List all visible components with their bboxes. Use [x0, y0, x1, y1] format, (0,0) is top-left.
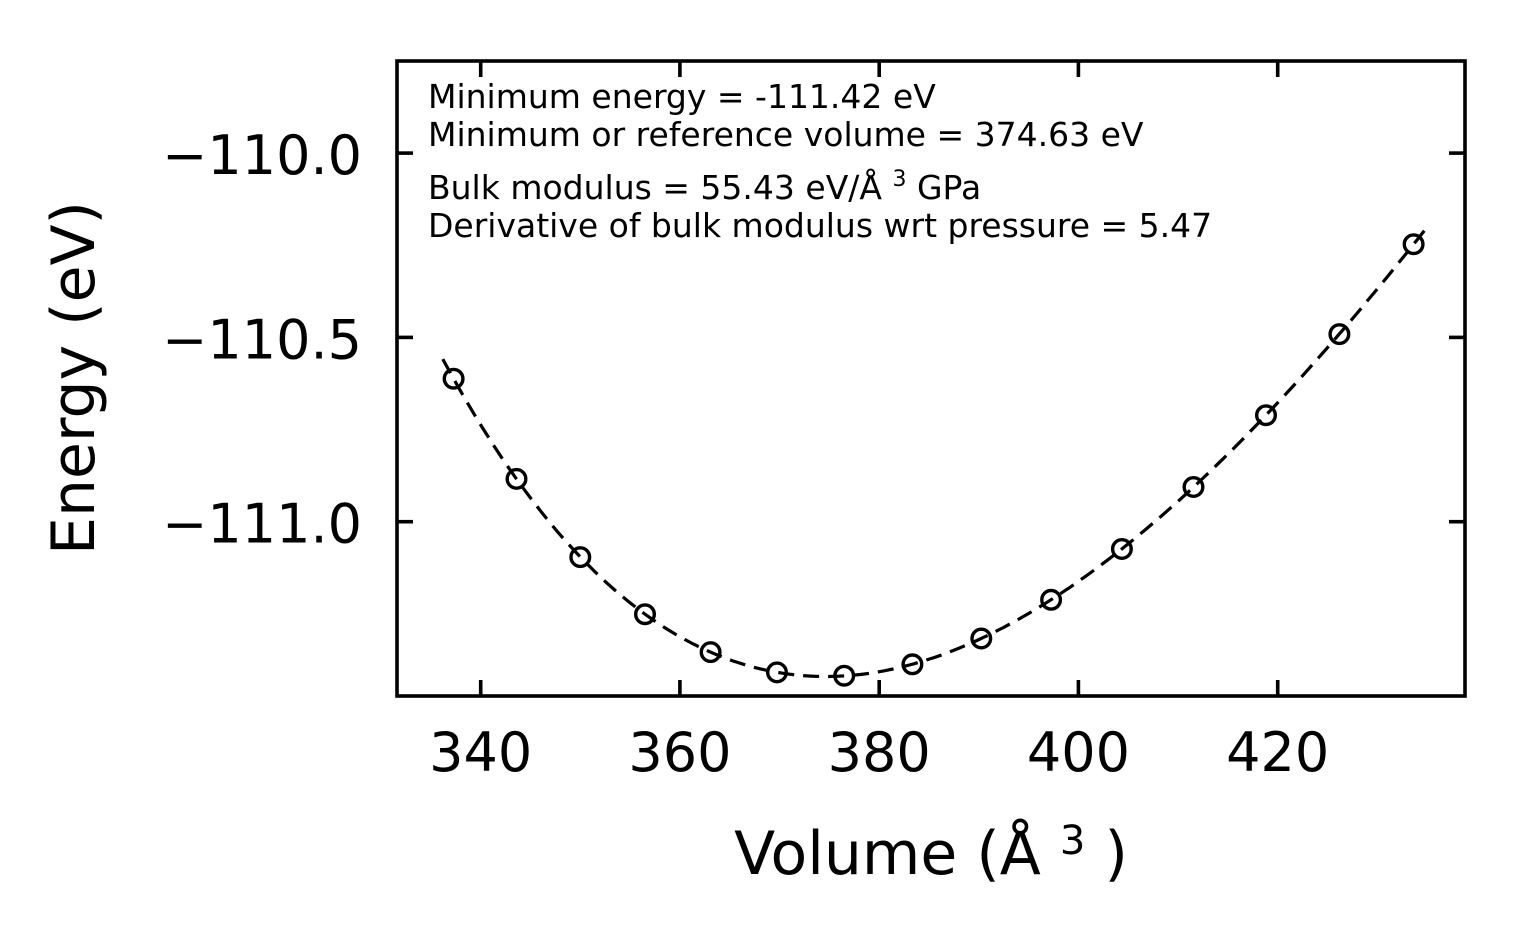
data-point-marker — [505, 467, 528, 490]
fit-curve-layer — [441, 228, 1427, 679]
x-tick-label: 400 — [1027, 721, 1130, 784]
x-tick-label: 360 — [628, 721, 731, 784]
annotation-bulk-modulus-superscript: 3 — [892, 167, 906, 192]
x-axis-label-text: Volume (Å — [734, 818, 1041, 889]
data-point-marker — [634, 603, 657, 626]
data-point-marker — [901, 653, 924, 676]
plot-border — [395, 59, 1467, 698]
annotation-min-volume: Minimum or reference volume = 374.63 eV — [428, 115, 1144, 154]
y-tick-label: −111.0 — [162, 493, 362, 556]
data-point-marker — [442, 367, 465, 390]
annotation-min-energy: Minimum energy = -111.42 eV — [428, 77, 936, 116]
y-axis-label: Energy (eV) — [39, 201, 109, 555]
x-axis-label-superscript: 3 — [1060, 818, 1085, 864]
data-point-marker — [1110, 538, 1133, 561]
x-axis-label-close: ) — [1104, 819, 1127, 889]
eos-fit-curve — [441, 228, 1427, 679]
data-points-layer — [442, 233, 1425, 687]
x-tick-label: 380 — [828, 721, 931, 784]
y-tick-label: −110.0 — [162, 124, 362, 187]
data-point-marker — [699, 641, 722, 664]
annotation-bulk-modulus-text: Bulk modulus = 55.43 eV/Å — [428, 167, 882, 207]
tick-label-layer: 340 360 380 400 420 −110.0 −110.5 −111.0 — [162, 124, 1329, 784]
data-point-marker — [569, 546, 592, 569]
data-point-marker — [1402, 233, 1425, 256]
data-point-marker — [970, 627, 993, 650]
tick-layer — [397, 61, 1465, 696]
data-point-marker — [1254, 404, 1277, 427]
x-tick-label: 420 — [1226, 721, 1329, 784]
data-point-marker — [833, 664, 856, 687]
x-axis-label: Volume (Å 3 ) — [734, 799, 1128, 889]
data-point-marker — [1328, 323, 1351, 346]
x-tick-label: 340 — [429, 721, 532, 784]
data-point-marker — [766, 661, 789, 684]
annotation-bulk-modulus-derivative: Derivative of bulk modulus wrt pressure … — [428, 206, 1212, 245]
annotation-bulk-modulus: Bulk modulus = 55.43 eV/Å 3 GPa — [428, 155, 981, 207]
annotation-bulk-modulus-unit: GPa — [917, 168, 981, 207]
data-point-marker — [1040, 588, 1063, 611]
y-tick-label: −110.5 — [162, 308, 362, 371]
data-point-marker — [1182, 476, 1205, 499]
